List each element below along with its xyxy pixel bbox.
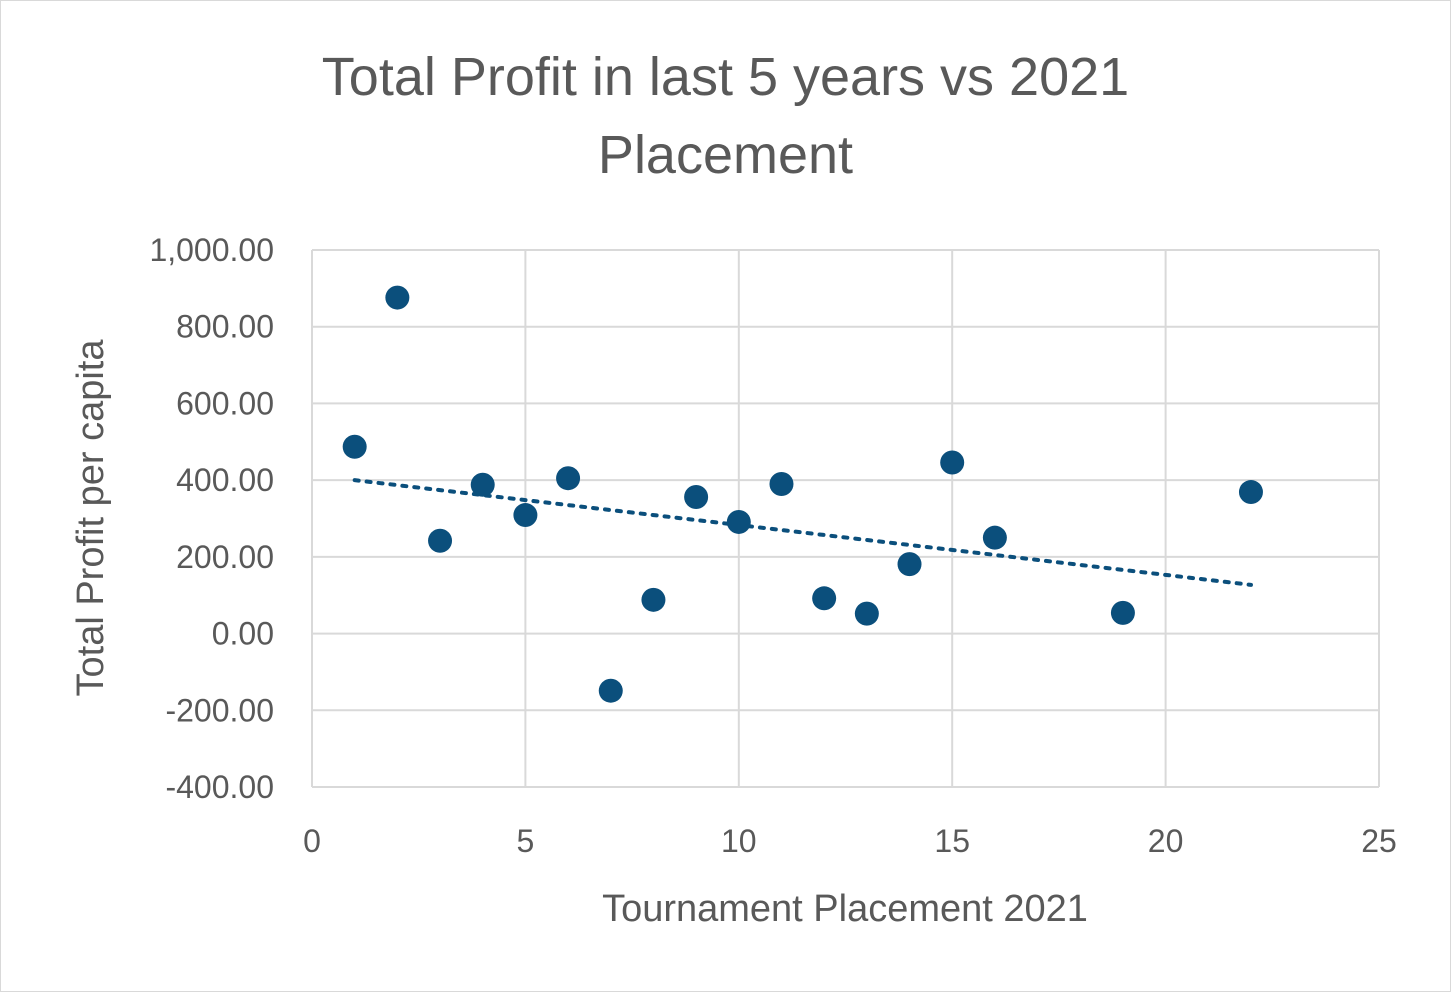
y-axis-title: Total Profit per capita — [70, 339, 112, 697]
y-tick-label: 0.00 — [212, 616, 274, 652]
data-point — [598, 678, 623, 703]
data-point — [726, 509, 751, 534]
data-point — [812, 586, 837, 611]
y-tick-label: 600.00 — [176, 385, 274, 421]
y-tick-label: 1,000.00 — [149, 232, 274, 268]
data-point — [556, 466, 581, 491]
data-point — [641, 587, 666, 612]
x-tick-labels: 0 5 10 15 20 25 — [303, 823, 1397, 859]
trendline-layer — [352, 478, 1253, 587]
data-point — [513, 503, 538, 528]
chart-title-line-2: Placement — [597, 125, 854, 185]
data-point — [982, 525, 1007, 550]
data-point — [1110, 600, 1135, 625]
trendline — [352, 478, 1253, 587]
data-point — [385, 285, 410, 310]
y-tick-label: -400.00 — [165, 769, 274, 805]
x-tick-label: 5 — [517, 823, 535, 859]
data-point — [684, 485, 709, 510]
y-tick-label: 200.00 — [176, 539, 274, 575]
data-point — [470, 472, 495, 497]
x-tick-label: 0 — [303, 823, 321, 859]
x-tick-label: 15 — [934, 823, 970, 859]
x-tick-label: 10 — [721, 823, 757, 859]
y-tick-label: -200.00 — [165, 692, 274, 728]
x-tick-label: 20 — [1148, 823, 1184, 859]
data-point — [342, 434, 367, 459]
x-axis-title: Tournament Placement 2021 — [602, 888, 1088, 930]
chart-title-line-1: Total Profit in last 5 years vs 2021 — [321, 47, 1130, 107]
x-tick-label: 25 — [1361, 823, 1397, 859]
y-tick-label: 800.00 — [176, 309, 274, 345]
data-points — [342, 285, 1263, 703]
chart-title: Total Profit in last 5 years vs 2021 Pla… — [0, 38, 1451, 194]
data-point — [897, 552, 922, 577]
gridlines — [311, 249, 1380, 788]
data-point — [1238, 480, 1263, 505]
data-point — [854, 601, 879, 626]
data-point — [428, 528, 453, 553]
data-point — [769, 471, 794, 496]
data-point — [940, 450, 965, 475]
y-tick-labels: -400.00 -200.00 0.00 200.00 400.00 600.00 800.… — [149, 232, 274, 805]
y-tick-label: 400.00 — [176, 462, 274, 498]
